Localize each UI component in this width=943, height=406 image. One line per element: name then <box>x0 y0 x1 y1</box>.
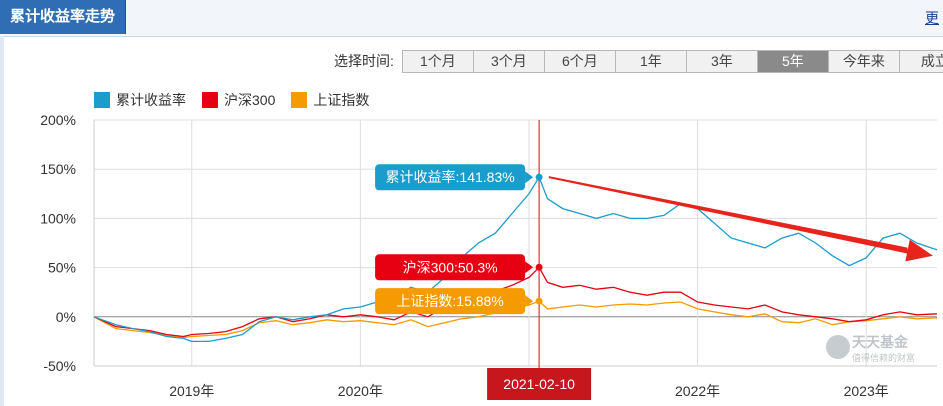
svg-text:天天基金: 天天基金 <box>852 334 909 350</box>
x-tick-label: 2022年 <box>675 383 720 399</box>
tooltip-box <box>375 288 526 315</box>
legend-swatch <box>291 92 308 108</box>
section-title[interactable]: 累计收益率走势 <box>0 0 127 34</box>
time-option-1[interactable]: 3个月 <box>473 50 545 72</box>
y-tick-label: 200% <box>40 112 76 128</box>
tooltip-pointer <box>525 295 534 308</box>
y-tick-label: 150% <box>40 161 76 177</box>
series-line-1 <box>93 266 938 338</box>
tooltip-label: 上证指数:15.88% <box>396 293 503 309</box>
tooltip-date: 2021-02-10 <box>503 376 575 392</box>
x-tick-label: 2019年 <box>169 383 214 399</box>
tooltip-pointer <box>525 171 534 184</box>
tooltip-label: 累计收益率:141.83% <box>386 169 515 185</box>
annotation-arrow-head <box>905 239 933 262</box>
svg-text:值得信赖的财富: 值得信赖的财富 <box>852 352 915 363</box>
legend-item-1[interactable]: 沪深300 <box>202 90 275 110</box>
time-option-4[interactable]: 3年 <box>686 50 758 72</box>
legend-item-2[interactable]: 上证指数 <box>291 90 369 110</box>
legend-swatch <box>94 92 110 108</box>
y-tick-label: 100% <box>40 210 76 226</box>
legend-label: 沪深300 <box>224 92 276 108</box>
header-bar: 累计收益率走势 更 <box>0 0 943 37</box>
series-line-0 <box>93 175 938 343</box>
chart-legend: 累计收益率 沪深300 上证指数 <box>94 90 385 110</box>
tooltip-point <box>535 263 543 271</box>
x-tick-label: 2020年 <box>338 383 383 399</box>
annotation-arrow-shaft <box>548 176 908 254</box>
tooltip-box <box>375 164 526 191</box>
more-link[interactable]: 更 <box>925 10 939 26</box>
time-option-5[interactable]: 5年 <box>757 50 829 72</box>
legend-label: 累计收益率 <box>116 92 186 108</box>
legend-label: 上证指数 <box>313 92 370 108</box>
y-tick-label: -50% <box>43 358 76 374</box>
time-range-buttons: 1个月3个月6个月1年3年5年今年来成立 <box>401 49 943 73</box>
time-option-7[interactable]: 成立 <box>899 50 943 72</box>
time-option-2[interactable]: 6个月 <box>544 50 616 72</box>
tooltip-date-box <box>487 368 592 400</box>
legend-item-0[interactable]: 累计收益率 <box>94 90 186 110</box>
legend-swatch <box>202 92 218 108</box>
time-option-6[interactable]: 今年来 <box>828 50 900 72</box>
tooltip-box <box>375 254 526 281</box>
time-option-3[interactable]: 1年 <box>615 50 687 72</box>
y-tick-label: 50% <box>48 260 76 276</box>
time-range-selector: 选择时间: 1个月3个月6个月1年3年5年今年来成立 <box>334 49 943 73</box>
tooltip-label: 沪深300:50.3% <box>403 259 498 275</box>
left-border <box>0 36 4 406</box>
time-range-label: 选择时间: <box>334 53 394 69</box>
time-option-0[interactable]: 1个月 <box>402 50 474 72</box>
tooltip-pointer <box>525 261 534 274</box>
y-tick-label: 0% <box>56 309 76 325</box>
tooltip-point <box>535 297 543 305</box>
tooltip-point <box>535 173 543 181</box>
x-tick-label: 2023年 <box>844 383 889 399</box>
